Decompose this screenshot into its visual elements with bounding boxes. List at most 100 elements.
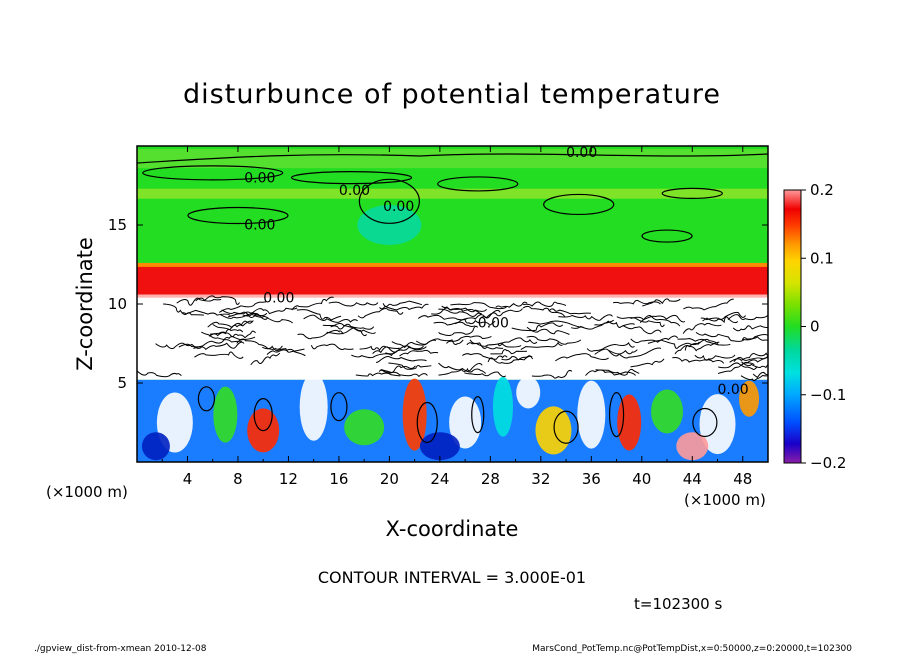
contour-line [163,303,204,316]
contour-loop [661,187,723,199]
y-tick-label: 5 [117,374,127,392]
x-tick-label: 12 [279,470,298,488]
colorbar-tick-label: −0.2 [810,454,846,472]
contour-line [296,309,342,321]
contour-line [555,353,609,362]
band-upper-light [137,188,768,199]
field-blob [739,380,760,417]
contour-line [677,337,731,346]
contour-line [266,348,306,357]
contour-line [682,322,722,334]
contour-line [608,347,662,359]
contour-line [137,370,182,378]
colorbar-tick-label: 0.1 [810,249,834,267]
contour-line [570,319,614,330]
contour-line [558,314,613,321]
field-blob [516,376,541,409]
contour-interval: CONTOUR INTERVAL = 3.000E-01 [318,568,586,587]
contour-line [490,349,528,355]
contour-label: 0.00 [566,145,597,161]
contour-line [495,301,528,308]
contour-line [752,371,768,379]
contour-line [647,339,700,349]
field-blob [617,394,642,451]
field-blob [449,396,482,449]
contour-loop [290,171,413,185]
contour-loop [608,392,625,438]
contour-line [219,301,267,313]
contour-line [511,322,564,332]
contour-line [399,349,439,357]
field-blob [213,386,238,443]
x-unit-left: (×1000 m) [46,483,128,501]
contour-line [375,355,427,363]
time-label: t=102300 s [634,595,722,613]
contour-line [351,351,396,359]
contour-line [438,308,483,317]
colorbar-tick-label: 0.2 [810,181,834,199]
contour-line [155,342,203,350]
contour-line [520,341,563,350]
contour-line [695,331,745,342]
warm-band-edge [137,262,768,267]
contour-line [455,309,501,325]
contour-line [630,315,681,327]
contour-line [417,314,468,321]
contour-line [178,336,230,348]
contour-line [236,338,283,350]
contour-line [594,348,638,357]
contour-label: 0.00 [244,170,275,186]
contour-line [207,320,254,329]
contour-loop [197,386,216,412]
contour-line [622,324,662,335]
contour-line [250,352,281,366]
field-blob [344,409,385,446]
contour-line [586,341,635,352]
band-upper [137,149,768,169]
contour-loop [641,229,693,243]
contour-line [242,313,293,324]
field-blob [535,406,572,455]
contour-label: 0.00 [383,199,414,215]
contour-label: 0.00 [263,290,294,306]
x-tick-label: 16 [329,470,348,488]
contour-line [531,369,573,379]
colorbar-tick-label: 0 [810,318,820,336]
contour-line [694,354,736,361]
contour-line [612,299,661,305]
x-tick-label: 4 [183,470,193,488]
field-blob [676,432,709,461]
field-blob [299,372,328,441]
footer-left: ./gpview_dist-from-xmean 2010-12-08 [34,644,207,654]
contour-line [251,307,298,315]
contour-line [630,358,665,368]
contour-loop [416,401,438,444]
contour-loop [692,407,718,438]
contour-line [378,365,416,374]
contour-line [431,307,482,315]
footer-right: MarsCond_PotTemp.nc@PotTempDist,x=0:5000… [532,644,852,654]
contour-line [585,369,636,376]
contour-line [523,301,567,307]
x-tick-label: 40 [632,470,651,488]
contour-line [209,331,256,341]
contour-line [208,328,244,337]
contour-line [526,335,582,345]
contour-line [193,341,245,351]
chart-title: disturbunce of potential temperature [183,79,721,110]
contour-line [328,301,379,307]
field-blob [141,432,170,461]
contour-line [438,367,487,376]
colorbar-ticks: 0.2 0.1 0 −0.1 −0.2 [801,181,846,472]
contour-line [616,316,665,328]
contour-line [672,356,725,364]
field-blob [419,432,460,461]
x-unit-right: (×1000 m) [684,491,766,509]
contour-line [732,325,768,332]
contour-line [176,297,222,306]
field-blob [402,378,427,451]
contour-line [630,335,679,344]
contour-line [355,372,401,377]
contour-line [740,374,768,382]
